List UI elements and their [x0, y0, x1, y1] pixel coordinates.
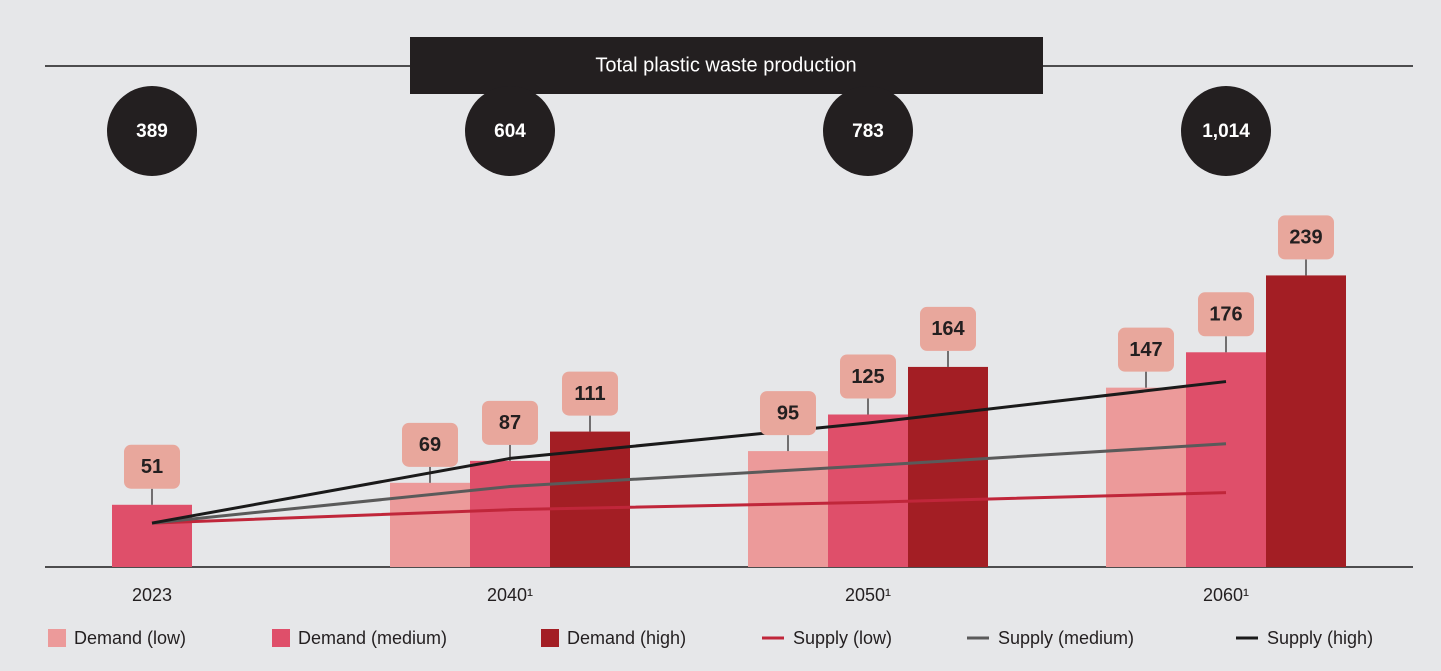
label-box	[562, 371, 618, 416]
legend-label: Supply (low)	[793, 628, 892, 648]
legend-label: Demand (high)	[567, 628, 686, 648]
total-label: 783	[852, 121, 884, 142]
label-box	[402, 422, 458, 467]
legend-swatch	[48, 629, 66, 647]
data-label: 51	[141, 456, 163, 478]
title-box	[410, 37, 1043, 94]
data-label: 176	[1209, 304, 1242, 326]
bar	[112, 504, 192, 567]
total-label: 389	[136, 121, 168, 142]
data-label: 87	[499, 412, 521, 434]
label-box	[124, 444, 180, 489]
x-tick-label: 2060¹	[1203, 585, 1249, 605]
bar	[1106, 387, 1186, 567]
bar	[908, 366, 988, 567]
total-label: 604	[494, 121, 526, 142]
label-box	[482, 400, 538, 445]
bar	[470, 460, 550, 567]
total-circle	[823, 86, 913, 176]
supply-line	[151, 442, 1227, 525]
label-box	[1118, 327, 1174, 372]
chart-title: Total plastic waste production	[595, 54, 856, 76]
label-box	[760, 391, 816, 436]
legend-label: Supply (high)	[1267, 628, 1373, 648]
bar	[828, 414, 908, 567]
data-label: 125	[851, 366, 884, 388]
total-circle	[465, 86, 555, 176]
legend-swatch	[541, 629, 559, 647]
data-label: 69	[419, 434, 441, 456]
total-circle	[1181, 86, 1271, 176]
legend-swatch	[272, 629, 290, 647]
supply-line	[151, 491, 1227, 525]
bar	[1266, 275, 1346, 567]
label-box	[920, 306, 976, 351]
x-tick-label: 2040¹	[487, 585, 533, 605]
label-box	[1198, 292, 1254, 337]
legend-label: Demand (medium)	[298, 628, 447, 648]
label-box	[840, 354, 896, 399]
data-label: 95	[777, 402, 799, 424]
legend-label: Demand (low)	[74, 628, 186, 648]
data-label: 164	[931, 318, 965, 340]
x-tick-label: 2050¹	[845, 585, 891, 605]
label-box	[1278, 215, 1334, 260]
data-label: 147	[1129, 339, 1162, 361]
data-label: 111	[574, 383, 605, 405]
data-label: 239	[1289, 227, 1322, 249]
supply-line	[151, 380, 1227, 525]
total-circle	[107, 86, 197, 176]
total-label: 1,014	[1202, 121, 1250, 142]
bar	[1186, 352, 1266, 567]
x-tick-label: 2023	[132, 585, 172, 605]
legend-label: Supply (medium)	[998, 628, 1134, 648]
